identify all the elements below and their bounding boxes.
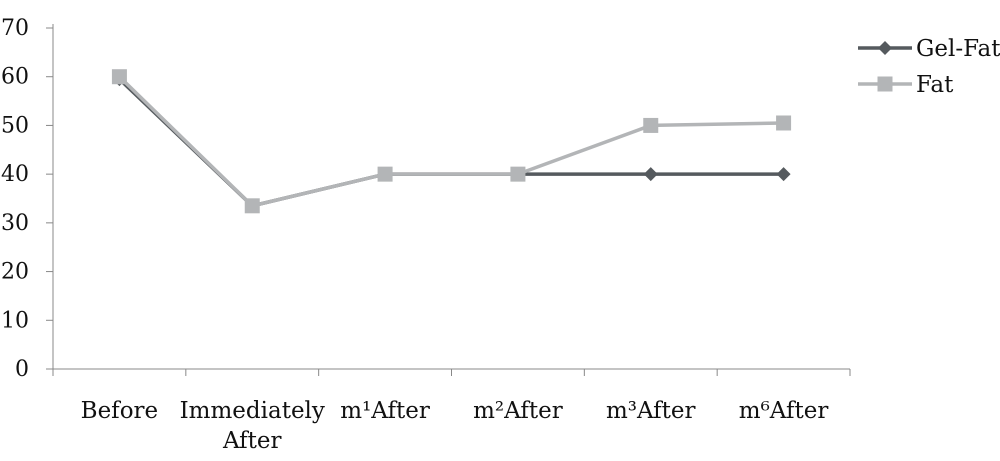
y-tick-label: 20 <box>1 260 29 285</box>
legend: Gel-Fat Fat <box>858 36 1000 98</box>
legend-label-gel-fat: Gel-Fat <box>916 36 1000 62</box>
x-category-label: Before <box>81 398 158 424</box>
data-point-gel-fat <box>776 167 791 182</box>
data-point-fat <box>377 166 393 182</box>
y-tick-label: 60 <box>1 65 29 90</box>
data-point-fat <box>111 69 127 85</box>
y-tick-label: 30 <box>1 211 29 236</box>
data-point-fat <box>244 198 260 214</box>
y-tick-label: 50 <box>1 113 29 138</box>
data-point-fat <box>776 115 792 131</box>
series-line-gel-fat <box>118 77 784 208</box>
data-point-fat <box>510 166 526 182</box>
legend-marker-gel-fat <box>878 41 892 55</box>
legend-marker-fat <box>877 76 893 92</box>
series-line-fat <box>118 75 784 208</box>
x-category-label: m¹After <box>340 398 430 424</box>
x-axis: Before Immediately After m¹After m²After m³Af… <box>52 368 851 454</box>
x-category-label: Immediately <box>180 398 325 424</box>
x-category-label: m⁶After <box>739 398 829 424</box>
series-layer <box>111 69 792 214</box>
x-category-label: m²After <box>473 398 563 424</box>
x-category-label: m³After <box>606 398 696 424</box>
y-tick-label: 0 <box>15 357 29 382</box>
legend-label-fat: Fat <box>916 72 954 98</box>
y-tick-label: 70 <box>1 16 29 41</box>
data-point-gel-fat <box>643 167 658 182</box>
data-point-fat <box>643 117 659 133</box>
x-category-label: After <box>222 428 282 454</box>
y-tick-label: 10 <box>1 308 29 333</box>
y-axis: 0 10 20 30 40 50 60 70 <box>1 16 54 382</box>
y-tick-label: 40 <box>1 162 29 187</box>
